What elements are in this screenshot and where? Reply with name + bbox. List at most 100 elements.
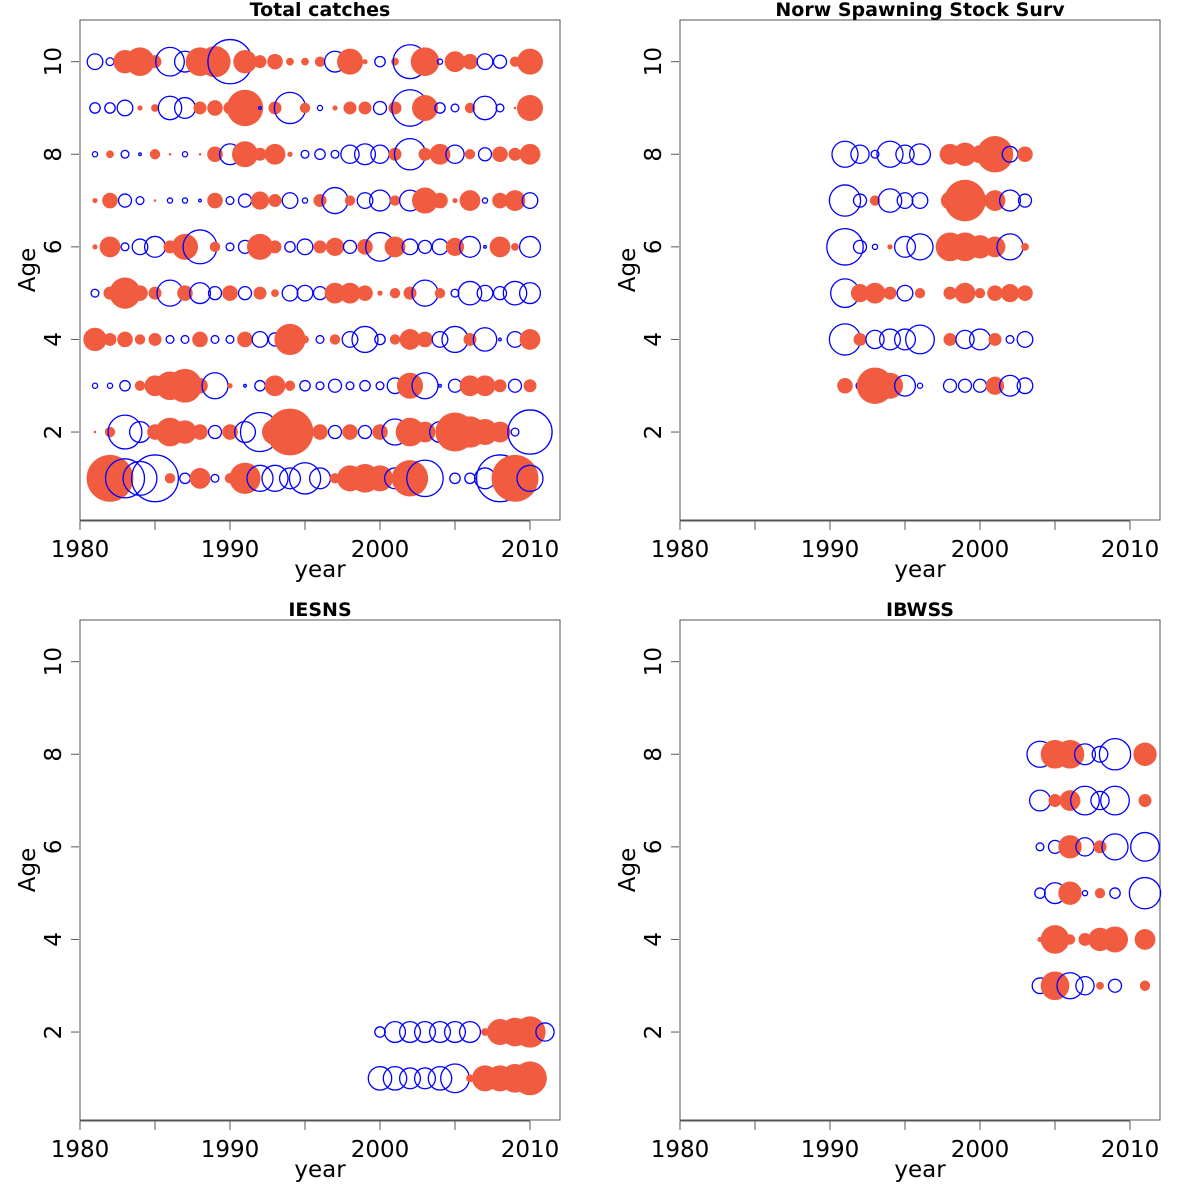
- plot-frame: [79, 19, 561, 521]
- negative-residual-bubble: [367, 1065, 393, 1091]
- positive-residual-bubble: [1096, 981, 1104, 990]
- positive-residual-bubble: [173, 420, 197, 444]
- negative-residual-bubble: [131, 238, 149, 256]
- x-tick-label: 2000: [351, 1137, 410, 1163]
- negative-residual-bubble: [438, 383, 442, 388]
- positive-residual-bubble: [253, 286, 267, 300]
- positive-residual-bubble: [1138, 794, 1152, 808]
- positive-residual-bubble: [357, 239, 373, 255]
- negative-residual-bubble: [315, 381, 325, 391]
- positive-residual-bubble: [472, 419, 498, 446]
- positive-residual-bubble: [954, 282, 976, 304]
- positive-residual-bubble: [1048, 794, 1062, 808]
- positive-residual-bubble: [489, 421, 511, 443]
- positive-residual-bubble: [267, 53, 283, 70]
- positive-residual-bubble: [418, 147, 432, 161]
- positive-residual-bubble: [151, 104, 159, 112]
- negative-residual-bubble: [314, 148, 326, 161]
- positive-residual-bubble: [226, 89, 264, 127]
- negative-residual-bubble: [850, 144, 870, 165]
- positive-residual-bubble: [887, 244, 893, 250]
- negative-residual-bubble: [207, 424, 223, 440]
- positive-residual-bubble: [429, 143, 451, 165]
- negative-residual-bubble: [1016, 330, 1034, 348]
- positive-residual-bubble: [452, 197, 458, 204]
- positive-residual-bubble: [432, 192, 448, 209]
- negative-residual-bubble: [300, 149, 310, 159]
- positive-residual-bubble: [389, 287, 401, 299]
- positive-residual-bubble: [1017, 146, 1033, 163]
- positive-residual-bubble: [514, 1016, 546, 1048]
- positive-residual-bubble: [1000, 284, 1020, 303]
- positive-residual-bubble: [357, 285, 373, 301]
- negative-residual-bubble: [521, 192, 539, 210]
- x-axis-label: year: [294, 1157, 346, 1183]
- negative-residual-bubble: [472, 95, 498, 121]
- negative-residual-bubble: [457, 280, 483, 306]
- negative-residual-bubble: [449, 472, 461, 485]
- positive-residual-bubble: [391, 57, 399, 66]
- positive-residual-bubble: [268, 194, 282, 208]
- positive-residual-bubble: [399, 329, 421, 350]
- negative-residual-bubble: [957, 378, 973, 393]
- positive-residual-bubble: [397, 372, 423, 399]
- positive-residual-bubble: [299, 102, 311, 114]
- positive-residual-bubble: [850, 284, 870, 303]
- positive-residual-bubble: [313, 194, 327, 208]
- negative-residual-bubble: [107, 414, 143, 450]
- positive-residual-bubble: [343, 101, 357, 115]
- negative-residual-bubble: [450, 103, 460, 113]
- positive-residual-bubble: [372, 424, 388, 440]
- negative-residual-bubble: [896, 284, 914, 302]
- negative-residual-bubble: [1016, 377, 1034, 395]
- y-tick-label: 6: [41, 840, 67, 855]
- panel-title: Total catches: [250, 0, 391, 21]
- negative-residual-bubble: [431, 330, 449, 348]
- positive-residual-bubble: [1017, 285, 1033, 301]
- positive-residual-bubble: [968, 235, 992, 259]
- positive-residual-bubble: [445, 237, 465, 256]
- positive-residual-bubble: [227, 383, 233, 389]
- y-tick-label: 2: [641, 1025, 667, 1040]
- negative-residual-bubble: [117, 193, 133, 208]
- positive-residual-bubble: [106, 150, 114, 159]
- y-tick-label: 10: [41, 47, 67, 76]
- chart-panel: Total catches 1980 1990 2000 2010 year 2 4 6 8 10 A…: [15, 0, 561, 583]
- negative-residual-bubble: [1091, 745, 1109, 763]
- x-tick-label: 2000: [951, 1137, 1010, 1163]
- negative-residual-bubble: [865, 329, 885, 350]
- negative-residual-bubble: [968, 328, 992, 351]
- negative-residual-bubble: [518, 282, 542, 305]
- y-tick-label: 8: [641, 747, 667, 762]
- positive-residual-bubble: [329, 334, 341, 345]
- negative-residual-bubble: [896, 192, 914, 210]
- positive-residual-bubble: [193, 101, 207, 115]
- negative-residual-bubble: [507, 409, 553, 455]
- positive-residual-bubble: [943, 332, 957, 346]
- x-tick-label: 1980: [651, 537, 710, 563]
- negative-residual-bubble: [105, 57, 115, 67]
- negative-residual-bubble: [382, 1065, 408, 1091]
- negative-residual-bubble: [413, 1067, 437, 1090]
- negative-residual-bubble: [116, 99, 134, 117]
- negative-residual-bubble: [254, 379, 266, 392]
- negative-residual-bubble: [905, 324, 935, 355]
- positive-residual-bubble: [853, 332, 867, 346]
- negative-residual-bubble: [301, 197, 309, 204]
- y-tick-label: 4: [641, 332, 667, 347]
- positive-residual-bubble: [207, 100, 223, 116]
- negative-residual-bubble: [383, 1020, 407, 1044]
- positive-residual-bubble: [274, 323, 306, 356]
- positive-residual-bubble: [384, 236, 406, 258]
- positive-residual-bubble: [410, 47, 440, 76]
- negative-residual-bubble: [86, 53, 104, 71]
- x-axis-label: year: [894, 557, 946, 583]
- positive-residual-bubble: [444, 51, 466, 73]
- positive-residual-bubble: [389, 195, 401, 206]
- positive-residual-bubble: [164, 473, 176, 484]
- positive-residual-bubble: [943, 286, 957, 300]
- positive-residual-bubble: [314, 56, 326, 67]
- x-tick-label: 2010: [1101, 1137, 1160, 1163]
- negative-residual-bubble: [428, 1020, 452, 1044]
